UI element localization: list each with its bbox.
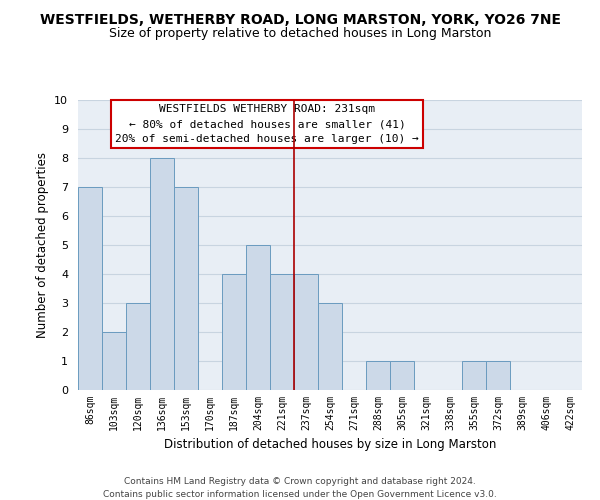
Text: WESTFIELDS WETHERBY ROAD: 231sqm
← 80% of detached houses are smaller (41)
20% o: WESTFIELDS WETHERBY ROAD: 231sqm ← 80% o… xyxy=(115,104,419,144)
Bar xyxy=(174,187,198,390)
Bar xyxy=(486,361,510,390)
Y-axis label: Number of detached properties: Number of detached properties xyxy=(36,152,49,338)
Bar xyxy=(222,274,246,390)
Bar xyxy=(390,361,414,390)
X-axis label: Distribution of detached houses by size in Long Marston: Distribution of detached houses by size … xyxy=(164,438,496,452)
Bar xyxy=(150,158,174,390)
Bar xyxy=(270,274,294,390)
Bar xyxy=(462,361,486,390)
Text: Contains HM Land Registry data © Crown copyright and database right 2024.: Contains HM Land Registry data © Crown c… xyxy=(124,478,476,486)
Bar xyxy=(294,274,318,390)
Text: WESTFIELDS, WETHERBY ROAD, LONG MARSTON, YORK, YO26 7NE: WESTFIELDS, WETHERBY ROAD, LONG MARSTON,… xyxy=(40,12,560,26)
Bar xyxy=(102,332,126,390)
Bar xyxy=(366,361,390,390)
Bar xyxy=(126,303,150,390)
Text: Contains public sector information licensed under the Open Government Licence v3: Contains public sector information licen… xyxy=(103,490,497,499)
Bar xyxy=(318,303,342,390)
Text: Size of property relative to detached houses in Long Marston: Size of property relative to detached ho… xyxy=(109,28,491,40)
Bar xyxy=(78,187,102,390)
Bar xyxy=(246,245,270,390)
